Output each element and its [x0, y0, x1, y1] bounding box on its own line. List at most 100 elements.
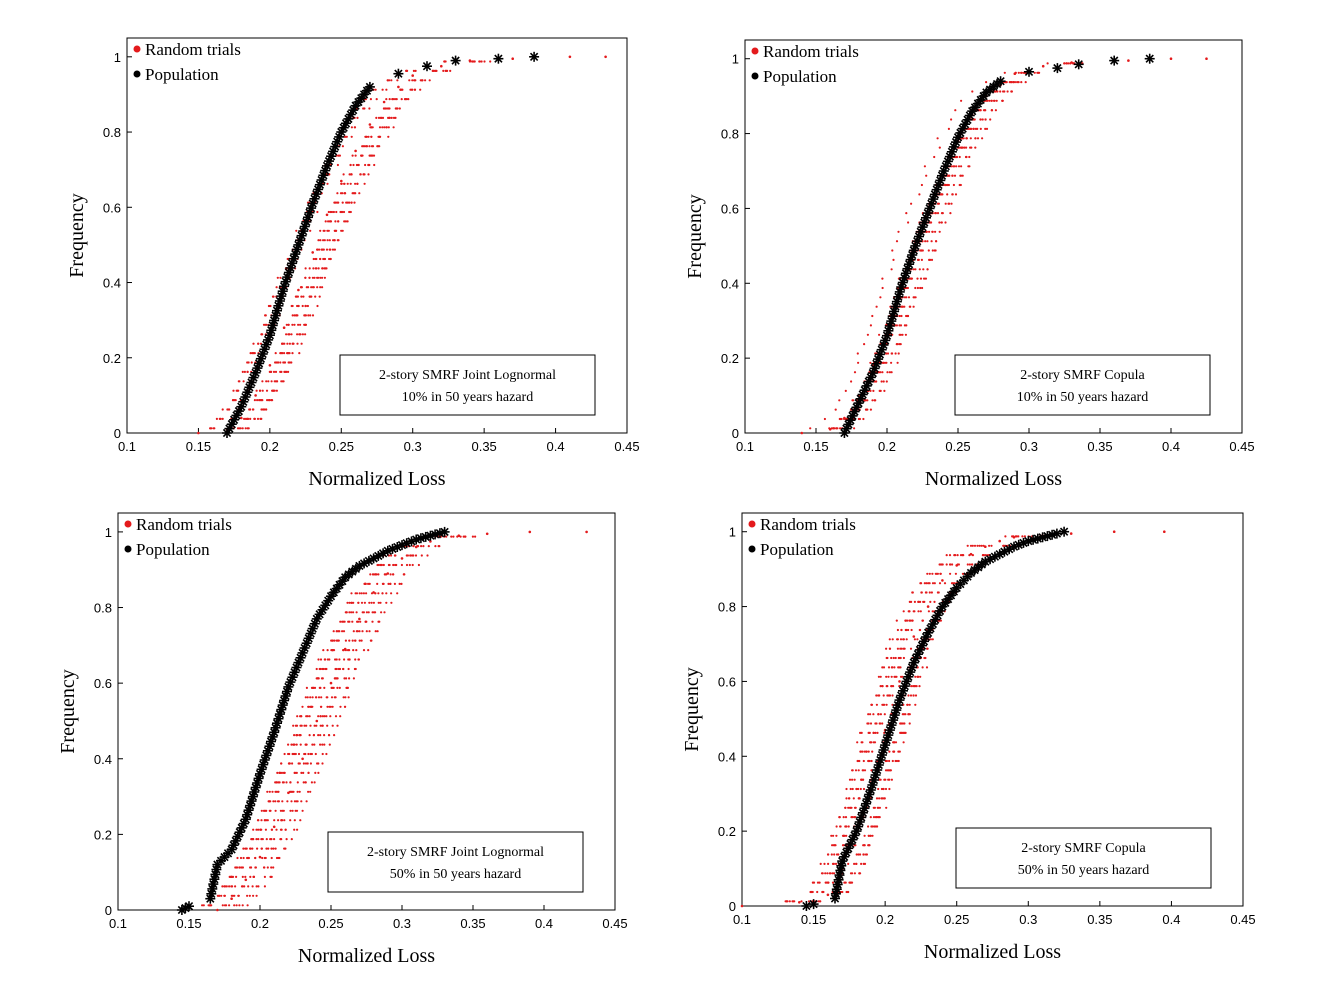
trial-point	[957, 165, 961, 168]
x-tick-label: 0.25	[318, 916, 343, 931]
trial-point	[311, 314, 315, 317]
trial-point	[914, 703, 917, 706]
trial-point	[284, 370, 287, 373]
trial-point	[252, 342, 255, 345]
trial-point	[392, 573, 395, 576]
population-point	[922, 208, 933, 219]
trial-point	[360, 154, 363, 157]
trial-point	[985, 127, 989, 130]
trial-point	[341, 145, 344, 148]
trial-point	[321, 248, 324, 251]
trial-point	[988, 99, 991, 102]
trial-point	[309, 229, 312, 232]
trial-point	[870, 769, 873, 772]
trial-point	[897, 750, 900, 753]
trial-point	[268, 790, 271, 793]
trial-point	[901, 333, 904, 336]
trial-point	[981, 118, 984, 121]
trial-point	[938, 563, 941, 566]
trial-point	[979, 118, 982, 121]
trial-point	[343, 647, 347, 651]
trial-point	[941, 212, 944, 215]
annotation-line-2: 10% in 50 years hazard	[402, 390, 533, 405]
trial-point	[853, 778, 856, 781]
trial-point	[350, 126, 353, 129]
trial-point	[392, 126, 395, 129]
trial-point	[235, 904, 238, 907]
trial-point	[1006, 90, 1009, 93]
y-tick-label: 0	[114, 426, 121, 441]
x-tick-label: 0.3	[393, 916, 411, 931]
trial-point	[905, 628, 908, 632]
trial-point	[307, 771, 310, 775]
trial-point	[201, 904, 204, 907]
trial-point	[856, 352, 859, 355]
trial-point	[834, 862, 838, 866]
population-point	[843, 843, 854, 854]
trial-point	[906, 286, 910, 290]
trial-point	[287, 370, 290, 373]
trial-point	[287, 352, 290, 355]
trial-point	[912, 694, 915, 697]
trial-point	[867, 722, 870, 725]
trial-point	[894, 352, 897, 355]
trial-point	[368, 123, 372, 126]
trial-point	[833, 853, 836, 856]
trial-point	[863, 399, 866, 402]
trial-point	[791, 900, 794, 903]
trial-point	[230, 875, 233, 879]
trial-point	[919, 286, 922, 290]
trial-point	[995, 99, 998, 102]
y-tick-label: 0.6	[103, 200, 121, 215]
trial-point	[885, 352, 888, 355]
legend-label-population: Population	[763, 67, 837, 86]
trial-point	[272, 295, 275, 298]
trial-point	[342, 620, 345, 623]
trial-point	[875, 305, 878, 308]
trial-point	[908, 703, 911, 706]
trial-point	[319, 734, 322, 737]
trial-point	[996, 90, 999, 93]
y-tick-label: 0.6	[94, 676, 112, 691]
trial-point	[375, 98, 378, 101]
trial-point	[911, 591, 914, 594]
trial-point	[924, 277, 928, 280]
trial-point	[826, 872, 829, 875]
trial-point	[928, 582, 931, 585]
trial-point	[844, 816, 848, 819]
trial-point	[443, 60, 446, 63]
trial-point	[301, 809, 304, 812]
trial-point	[317, 239, 320, 242]
trial-point	[343, 182, 346, 185]
trial-point	[954, 193, 958, 196]
trial-point	[255, 885, 258, 888]
trial-point	[841, 834, 845, 837]
trial-point	[260, 333, 263, 336]
trial-point	[944, 202, 947, 205]
x-tick-label: 0.45	[1230, 912, 1255, 927]
trial-point	[271, 790, 274, 793]
trial-point	[885, 656, 888, 660]
trial-point	[832, 834, 835, 837]
trial-point	[365, 611, 368, 614]
trial-point	[422, 545, 425, 548]
population-point	[801, 901, 812, 911]
trial-point	[902, 610, 905, 613]
trial-point	[881, 722, 884, 725]
trial-point	[394, 116, 397, 119]
trial-point	[387, 126, 390, 129]
trial-point	[283, 352, 286, 355]
trial-point	[392, 98, 395, 101]
trial-point	[907, 296, 911, 299]
trial-point	[258, 855, 262, 859]
trial-point	[326, 182, 329, 185]
trial-point	[268, 800, 271, 803]
trial-point	[397, 85, 400, 89]
trial-point	[852, 797, 855, 800]
trial-point	[883, 389, 886, 392]
trial-point	[231, 875, 235, 879]
y-tick-label: 0.8	[721, 127, 739, 142]
trial-point	[919, 675, 922, 678]
trial-point	[345, 201, 348, 204]
trial-point	[912, 296, 915, 299]
